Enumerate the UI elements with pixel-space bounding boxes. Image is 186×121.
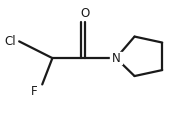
Bar [110,52,122,64]
Text: O: O [80,7,89,20]
Text: F: F [31,85,38,98]
Text: N: N [112,52,121,65]
Text: Cl: Cl [4,35,16,48]
